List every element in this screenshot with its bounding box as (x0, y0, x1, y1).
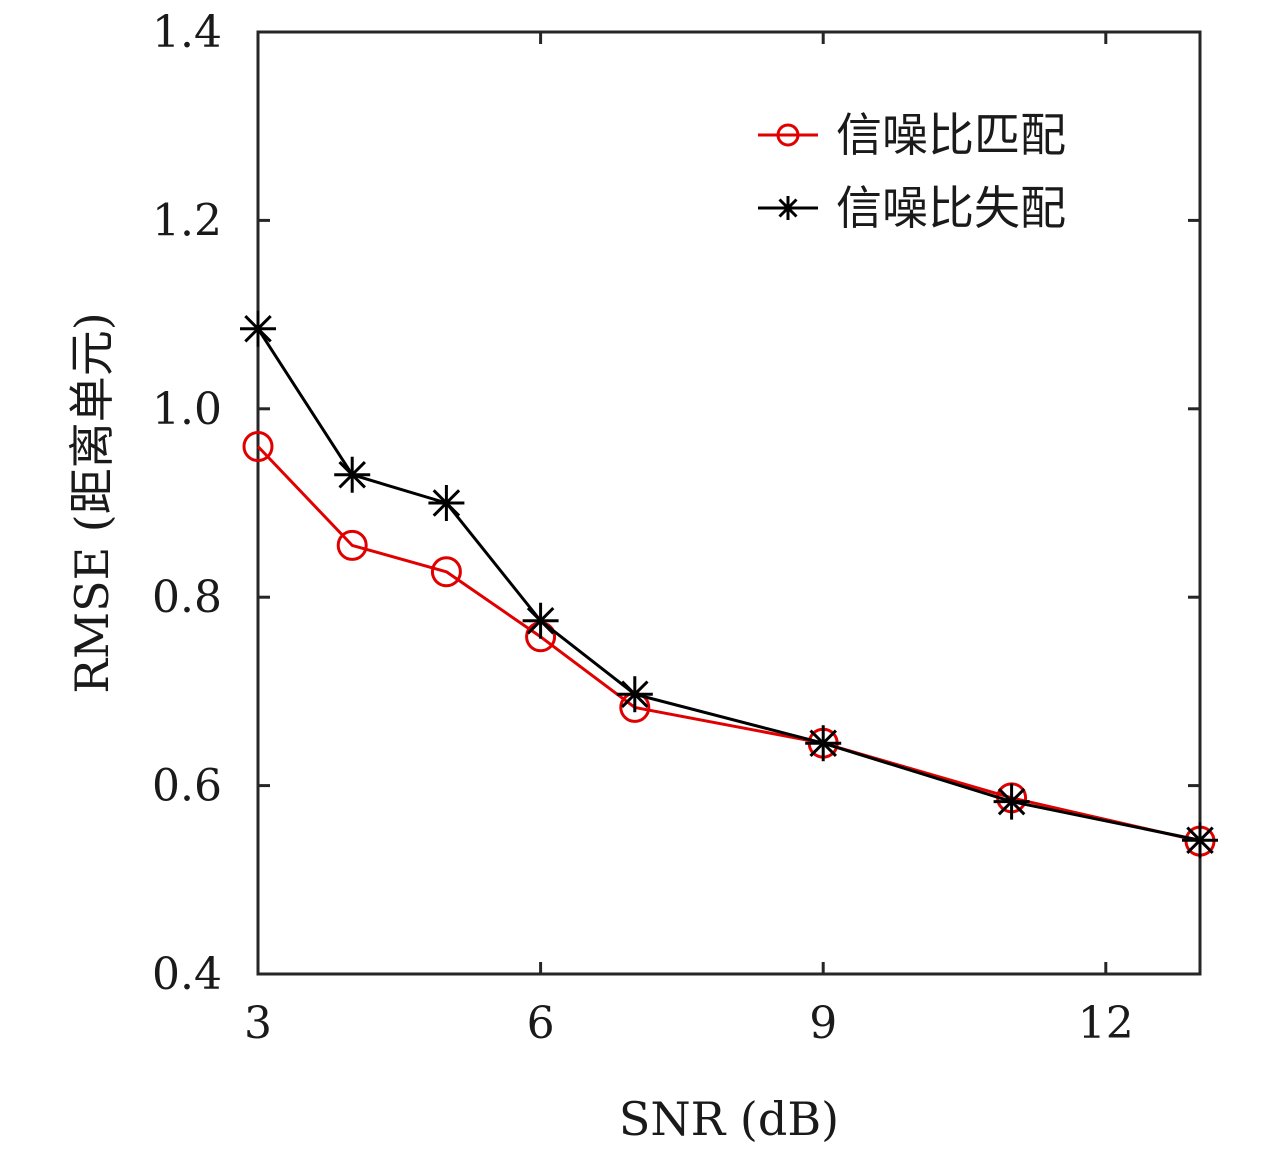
legend-entry-mismatched: 信噪比失配 (758, 181, 1066, 235)
y-tick-label: 1.4 (152, 7, 222, 58)
data-point (336, 529, 368, 561)
data-point (240, 310, 276, 347)
y-tick-label: 1.2 (152, 195, 222, 246)
x-tick-label: 3 (244, 998, 272, 1049)
data-point (993, 783, 1030, 820)
data-point (242, 430, 274, 462)
legend-circle-marker (776, 123, 800, 147)
series-line (256, 327, 1201, 842)
x-tick-label: 9 (809, 998, 837, 1049)
series-layer (240, 310, 1218, 859)
data-point (430, 556, 462, 588)
y-axis-title: RMSE (距离单元) (65, 312, 119, 693)
data-point (805, 725, 842, 762)
series-1 (240, 310, 1218, 859)
data-point (616, 676, 653, 713)
x-tick-label: 6 (527, 998, 555, 1049)
plot-area (256, 30, 1202, 976)
x-tick-label: 12 (1078, 998, 1134, 1049)
data-point (522, 602, 559, 639)
x-axis-title: SNR (dB) (619, 1092, 839, 1146)
y-tick-label: 1.0 (152, 384, 222, 435)
y-tick-label: 0.4 (152, 949, 222, 1000)
legend-label-mismatched: 信噪比失配 (836, 181, 1066, 235)
data-point (428, 485, 465, 521)
ticks-layer: 3 6 9 12 0.4 0.6 0.8 1.0 1.2 1.4 (152, 7, 1200, 1049)
data-point (334, 456, 371, 493)
data-point (1182, 822, 1218, 859)
series-line (256, 445, 1201, 843)
legend-entry-matched: 信噪比匹配 (758, 108, 1066, 162)
legend-label-matched: 信噪比匹配 (836, 108, 1066, 162)
y-tick-label: 0.6 (152, 761, 222, 812)
legend: 信噪比匹配 信噪比失配 (758, 108, 1066, 235)
y-tick-label: 0.8 (152, 572, 222, 623)
legend-asterisk-marker (776, 196, 800, 220)
